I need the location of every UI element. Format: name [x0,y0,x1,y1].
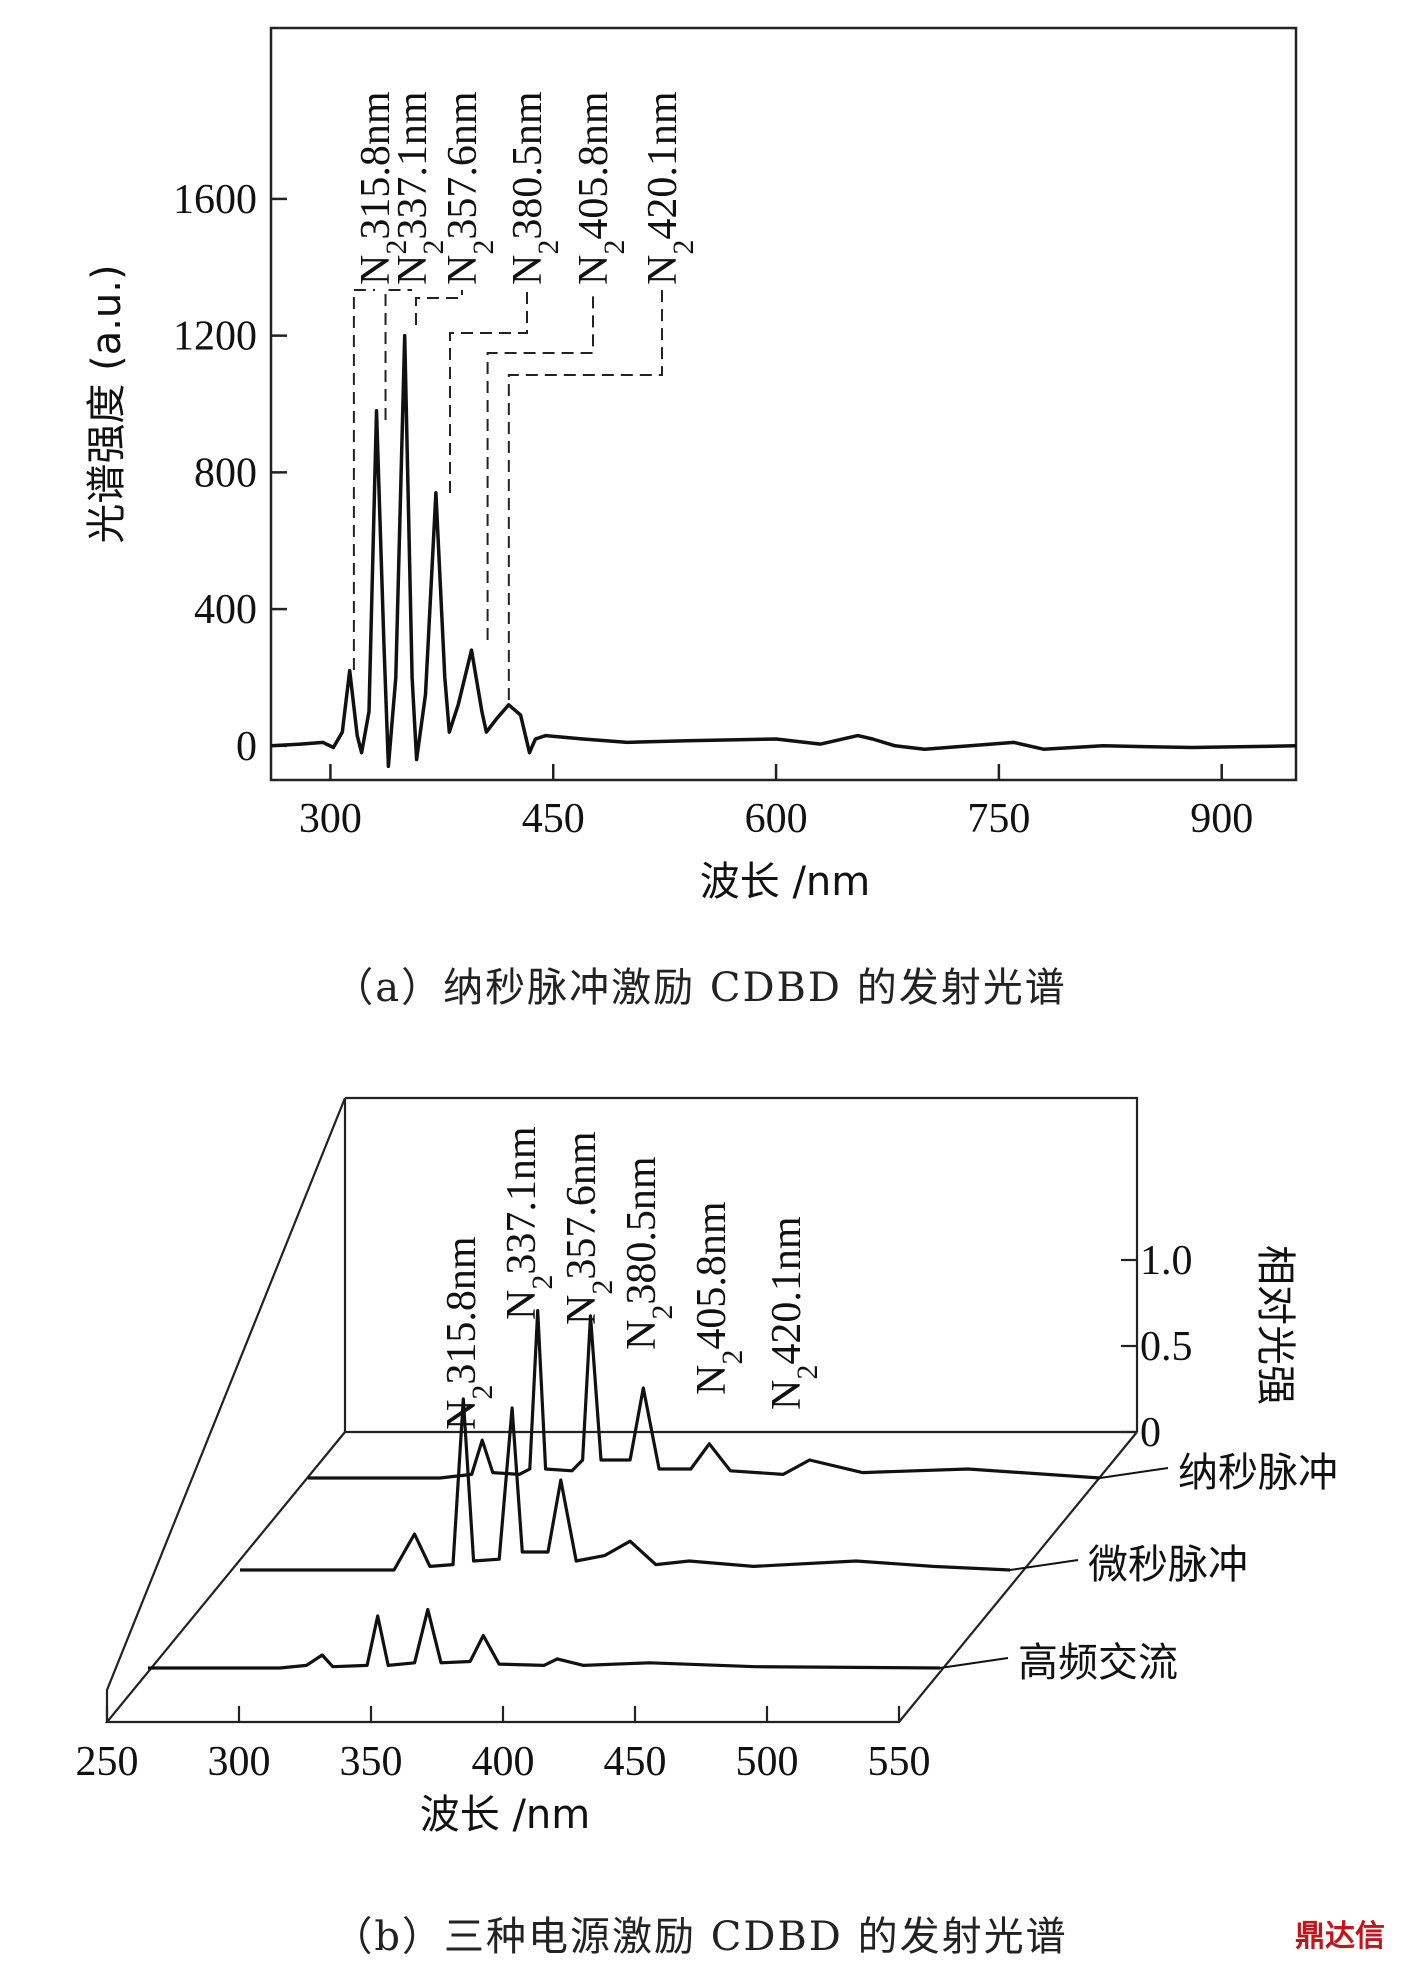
chart-b-series-label: 纳秒脉冲 [1178,1450,1338,1496]
chart-a-x-tick-label: 450 [522,796,585,842]
chart-b-x-tick-label: 250 [76,1739,139,1785]
chart-a-y-axis-title: 光谱强度 (a.u.) [84,264,130,543]
chart-a-annotation-leader [414,290,463,325]
chart-b-annotation-label: N2380.5nm [619,1156,679,1350]
chart-b-annotation-label: N2405.8nm [689,1201,749,1395]
chart-b-x-tick-label: 350 [340,1739,403,1785]
chart-b-z-tick-label: 0.5 [1140,1324,1193,1370]
chart-a-x-axis-title: 波长 /nm [700,859,871,905]
chart-b-x-axis-title: 波长 /nm [420,1792,591,1838]
chart-a-x-tick-label: 900 [1190,796,1253,842]
chart-b-z-ticks: 0 0.5 1.0 [1121,1238,1193,1456]
chart-b-annotation-label: N2357.6nm [559,1131,619,1325]
chart-b-x-ticks: 250 300 350 400 450 500 550 [76,1706,931,1785]
chart-a-annotations: N2315.8nmN2337.1nmN2357.6nmN2380.5nmN240… [352,91,700,700]
chart-a-annotation-leader [384,289,412,420]
chart-b-annotations: N2315.8nm N2337.1nmN2357.6nmN2380.5nmN240… [439,1126,824,1430]
chart-a-y-ticks: 0 400 800 1200 1600 [173,177,287,770]
chart-b-caption: （b）三种电源激励 CDBD 的发射光谱 [332,1914,1067,1960]
chart-a-annotation-label: N2337.1nm [390,91,450,285]
chart-b-annotation-label: N2315.8nm [439,1236,499,1430]
chart-b-x-tick-label: 500 [736,1739,799,1785]
chart-a-y-tick-label: 1600 [173,177,257,223]
chart-a-annotation-label: N2380.5nm [505,91,565,285]
chart-b-x-tick-label: 550 [868,1739,931,1785]
chart-b-series-label-leader [1099,1467,1169,1479]
chart-a-caption: （a）纳秒脉冲激励 CDBD 的发射光谱 [333,965,1066,1011]
chart-b-x-tick-label: 450 [604,1739,667,1785]
chart-a-x-tick-label: 600 [745,796,808,842]
chart-a-annotation-label: N2357.6nm [440,91,500,285]
chart-b-series-label-leader [939,1657,1009,1669]
chart-a-x-tick-label: 750 [967,796,1030,842]
chart-a-annotation-label: N2405.8nm [571,91,631,285]
chart-a-x-tick-label: 300 [299,796,362,842]
chart-b-series-line [308,1309,1101,1480]
chart-b-annotation-label: N2420.1nm [764,1216,824,1410]
chart-b-x-tick-label: 400 [472,1739,535,1785]
chart-a-annotation-leader [507,290,663,700]
chart-b-series-line [148,1607,941,1670]
chart-b-series-label: 高频交流 [1018,1640,1178,1686]
watermark: 鼎达信 [1295,1919,1385,1954]
chart-b-z-tick-label: 0 [1140,1410,1161,1456]
chart-a-y-tick-label: 400 [194,587,257,633]
chart-a: 0 400 800 1200 1600 300 450 600 750 900 N2315.8n… [84,26,1298,1011]
chart-a-annotation-leader [486,290,594,640]
chart-a-annotation-label: N2420.1nm [640,91,700,285]
chart-b-z-axis-title: 相对光强 [1252,1245,1298,1405]
chart-a-frame [269,26,1298,782]
chart-b-z-tick-label: 1.0 [1140,1238,1193,1284]
chart-a-annotation-label: N2315.8nm [353,91,413,285]
chart-a-x-ticks: 300 450 600 750 900 [299,764,1253,842]
chart-b-series-label: 微秒脉冲 [1088,1542,1248,1588]
chart-b-annotation-label: N2337.1nm [499,1126,559,1320]
chart-b-series-line [240,1397,1011,1572]
chart-a-series-line [270,333,1297,769]
chart-a-y-tick-label: 0 [236,724,257,770]
chart-b-series-label-leader [1009,1559,1079,1571]
chart-a-annotation-leader [449,290,528,493]
chart-b: 0 0.5 1.0 250 300 350 400 450 500 550 纳秒脉冲微秒脉冲高频… [76,1096,1338,1960]
chart-b-x-tick-label: 300 [208,1739,271,1785]
chart-a-y-tick-label: 800 [194,450,257,496]
chart-a-y-tick-label: 1200 [173,314,257,360]
